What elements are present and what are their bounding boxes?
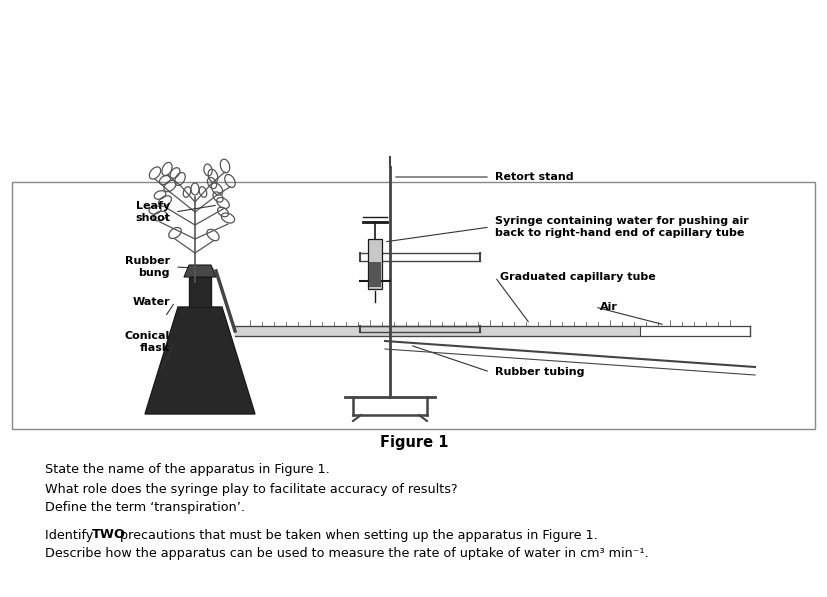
Text: Rubber
bung: Rubber bung [125,256,170,278]
Text: Retort stand: Retort stand [495,172,573,182]
Text: Leafy
shoot: Leafy shoot [135,201,170,223]
Text: State the name of the apparatus in Figure 1.: State the name of the apparatus in Figur… [45,463,329,476]
Polygon shape [184,265,216,277]
Text: Syringe containing water for pushing air
back to right-hand end of capillary tub: Syringe containing water for pushing air… [495,216,748,238]
Bar [367,239,381,289]
Text: precautions that must be taken when setting up the apparatus in Figure 1.: precautions that must be taken when sett… [116,528,597,541]
Bar [369,262,380,287]
Bar [12,182,814,429]
Text: What role does the syringe play to facilitate accuracy of results?: What role does the syringe play to facil… [45,482,457,496]
Text: Conical
flask: Conical flask [125,331,170,353]
Polygon shape [145,307,255,414]
Text: Water: Water [132,297,170,307]
Text: Describe how the apparatus can be used to measure the rate of uptake of water in: Describe how the apparatus can be used t… [45,547,648,561]
Text: Figure 1: Figure 1 [380,435,447,450]
Text: Graduated capillary tube: Graduated capillary tube [500,272,655,282]
Bar [189,277,211,307]
Text: Identify: Identify [45,528,97,541]
Text: TWO: TWO [92,528,126,541]
Text: Air: Air [600,302,617,312]
Text: Define the term ‘transpiration’.: Define the term ‘transpiration’. [45,501,245,515]
Text: Rubber tubing: Rubber tubing [495,367,584,377]
